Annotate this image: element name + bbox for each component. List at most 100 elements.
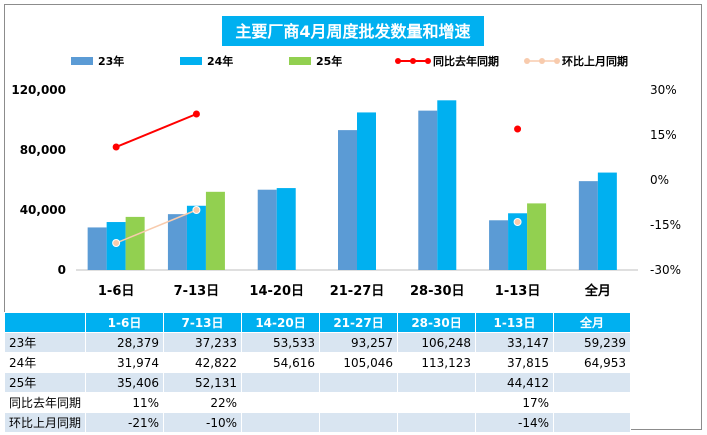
table-row: 环比上月同期 -21% -10% -14% xyxy=(3,412,632,433)
table-cell xyxy=(241,392,321,413)
bar-24年-1-13日 xyxy=(508,213,528,270)
table-header-cell: 1-6日 xyxy=(85,312,165,333)
table-cell: 44,412 xyxy=(475,372,555,393)
legend-swatch-24年 xyxy=(180,57,202,65)
x-tick-label: 21-27日 xyxy=(330,284,385,299)
legend-marker-环比上月同期 xyxy=(554,58,560,64)
bars xyxy=(87,100,617,271)
y-left-tick-label: 120,000 xyxy=(11,83,66,97)
legend-marker-同比去年同期 xyxy=(395,58,401,64)
table-cell: 106,248 xyxy=(397,332,477,353)
marker-同比去年同期-1-6日 xyxy=(112,143,120,151)
y-right-tick-label: 30% xyxy=(650,83,677,97)
legend-label: 25年 xyxy=(316,54,342,68)
marker-环比上月同期-1-6日 xyxy=(112,239,121,247)
y-left-tick-label: 0 xyxy=(58,263,66,277)
table-cell xyxy=(319,412,399,433)
line-segment-环比上月同期 xyxy=(115,209,197,244)
bar-24年-21-27日 xyxy=(357,112,376,270)
table-cell: 28,379 xyxy=(85,332,165,353)
table-cell xyxy=(397,392,477,413)
table-cell: 54,616 xyxy=(241,352,321,373)
bar-24年-28-30日 xyxy=(437,100,457,271)
x-tick-label: 14-20日 xyxy=(249,284,304,299)
table-cell: 37,233 xyxy=(163,332,243,353)
table-cell xyxy=(553,392,632,413)
table-header-cell: 7-13日 xyxy=(163,312,243,333)
row-label: 25年 xyxy=(3,372,87,393)
table-cell xyxy=(319,392,399,413)
legend-swatch-23年 xyxy=(71,57,93,65)
row-label: 同比去年同期 xyxy=(3,392,87,413)
table-cell: 52,131 xyxy=(163,372,243,393)
table-cell: 113,123 xyxy=(397,352,477,373)
row-label: 环比上月同期 xyxy=(3,412,87,433)
legend-label: 23年 xyxy=(98,54,124,68)
table-row: 24年 31,974 42,822 54,616 105,046 113,123… xyxy=(3,352,632,373)
y-right-tick-label: 15% xyxy=(650,128,677,142)
table-header-row: 1-6日 7-13日 14-20日 21-27日 28-30日 1-13日 全月 xyxy=(3,312,632,333)
legend-marker-同比去年同期 xyxy=(410,58,416,64)
legend-label: 同比去年同期 xyxy=(433,54,499,68)
table-row: 同比去年同期 11% 22% 17% xyxy=(3,392,632,413)
bar-23年-全月 xyxy=(578,181,598,270)
chart: 主要厂商4月周度批发数量和增速 23年 24年 25年 同比去年同期 环比上月同期 0 4… xyxy=(11,16,681,299)
x-axis-labels: 1-6日 7-13日 14-20日 21-27日 28-30日 1-13日 全月 xyxy=(98,283,611,299)
x-tick-label: 1-13日 xyxy=(495,284,541,299)
table-cell: -21% xyxy=(85,412,165,433)
bar-23年-28-30日 xyxy=(418,110,438,271)
table-cell: -10% xyxy=(163,412,243,433)
table-cell: 17% xyxy=(475,392,555,413)
row-label: 24年 xyxy=(3,352,87,373)
table-cell: 11% xyxy=(85,392,165,413)
y-right-tick-label: -30% xyxy=(650,263,681,277)
table-cell: 37,815 xyxy=(475,352,555,373)
table-header-cell: 1-13日 xyxy=(475,312,555,333)
bar-25年-7-13日 xyxy=(205,191,225,270)
legend-marker-环比上月同期 xyxy=(539,58,545,64)
data-table: 1-6日 7-13日 14-20日 21-27日 28-30日 1-13日 全月… xyxy=(3,312,632,433)
table-header-cell: 14-20日 xyxy=(241,312,321,333)
bar-23年-14-20日 xyxy=(257,189,277,270)
legend: 23年 24年 25年 同比去年同期 环比上月同期 xyxy=(71,54,628,68)
table-header-cell: 21-27日 xyxy=(319,312,399,333)
marker-同比去年同期-7-13日 xyxy=(192,110,200,118)
table-cell: 105,046 xyxy=(319,352,399,373)
y-left-tick-label: 40,000 xyxy=(20,203,66,217)
table-row: 23年 28,379 37,233 53,533 93,257 106,248 … xyxy=(3,332,632,353)
table-cell xyxy=(241,372,321,393)
table-row: 25年 35,406 52,131 44,412 xyxy=(3,372,632,393)
x-tick-label: 全月 xyxy=(584,283,611,299)
bar-24年-全月 xyxy=(597,172,617,270)
table-cell: 33,147 xyxy=(475,332,555,353)
legend-label: 环比上月同期 xyxy=(562,54,628,68)
row-label: 23年 xyxy=(3,332,87,353)
bar-24年-7-13日 xyxy=(186,205,206,270)
bar-23年-7-13日 xyxy=(167,214,187,270)
table-cell: 22% xyxy=(163,392,243,413)
line-segment-同比去年同期 xyxy=(115,113,197,148)
table-cell: 64,953 xyxy=(553,352,632,373)
legend-marker-同比去年同期 xyxy=(425,58,431,64)
bar-25年-1-6日 xyxy=(125,216,145,270)
table-cell xyxy=(553,372,632,393)
bar-23年-21-27日 xyxy=(338,130,357,270)
table-header-cell: 全月 xyxy=(553,312,632,333)
table-cell: 31,974 xyxy=(85,352,165,373)
marker-同比去年同期-1-13日 xyxy=(514,125,522,133)
marker-环比上月同期-7-13日 xyxy=(192,206,201,214)
table-cell: 93,257 xyxy=(319,332,399,353)
chart-title: 主要厂商4月周度批发数量和增速 xyxy=(235,22,470,41)
table-cell xyxy=(553,412,632,433)
table-header-cell xyxy=(3,312,87,333)
marker-环比上月同期-1-13日 xyxy=(513,218,522,226)
y-right-tick-label: 0% xyxy=(650,173,669,187)
y-right-tick-label: -15% xyxy=(650,218,681,232)
legend-swatch-25年 xyxy=(289,57,311,65)
table-cell xyxy=(397,372,477,393)
table-header-cell: 28-30日 xyxy=(397,312,477,333)
table-cell xyxy=(397,412,477,433)
table-cell xyxy=(241,412,321,433)
x-tick-label: 1-6日 xyxy=(98,284,135,299)
bar-24年-14-20日 xyxy=(276,188,296,270)
